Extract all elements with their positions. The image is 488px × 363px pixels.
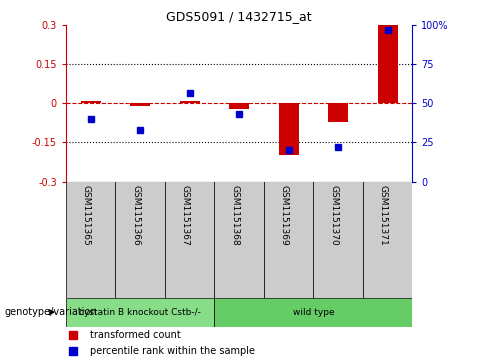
Text: GSM1151371: GSM1151371	[379, 185, 387, 246]
Bar	[279, 103, 299, 155]
Bar	[363, 182, 412, 298]
Bar	[66, 298, 214, 327]
Text: GSM1151368: GSM1151368	[230, 185, 239, 246]
Bar	[214, 182, 264, 298]
Text: wild type: wild type	[292, 308, 334, 317]
Bar	[180, 101, 200, 103]
Bar	[378, 25, 398, 103]
Bar	[130, 103, 150, 106]
Bar	[165, 182, 214, 298]
Text: GSM1151367: GSM1151367	[181, 185, 190, 246]
Text: transformed count: transformed count	[90, 330, 181, 340]
Bar	[81, 101, 101, 103]
Text: GSM1151370: GSM1151370	[329, 185, 338, 246]
Bar	[66, 182, 115, 298]
Text: GSM1151366: GSM1151366	[131, 185, 140, 246]
Title: GDS5091 / 1432715_at: GDS5091 / 1432715_at	[166, 10, 312, 23]
Bar	[328, 103, 348, 122]
Bar	[264, 182, 313, 298]
Bar	[214, 298, 412, 327]
Text: cystatin B knockout Cstb-/-: cystatin B knockout Cstb-/-	[79, 308, 201, 317]
Bar	[313, 182, 363, 298]
Text: GSM1151369: GSM1151369	[280, 185, 288, 246]
Bar	[115, 182, 165, 298]
Text: genotype/variation: genotype/variation	[5, 307, 98, 317]
Text: percentile rank within the sample: percentile rank within the sample	[90, 346, 255, 356]
Bar	[229, 103, 249, 109]
Text: GSM1151365: GSM1151365	[81, 185, 91, 246]
